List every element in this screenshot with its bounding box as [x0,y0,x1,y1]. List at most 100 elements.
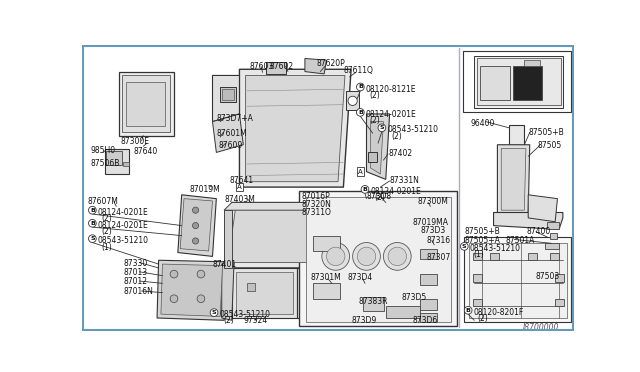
Text: 08543-51210: 08543-51210 [220,310,271,319]
Circle shape [88,206,96,214]
Circle shape [348,96,357,106]
Bar [312,235,340,251]
Bar [247,283,255,291]
Text: 87019M: 87019M [189,185,220,194]
Polygon shape [180,199,212,251]
Bar [490,253,499,260]
Circle shape [193,207,198,213]
Bar [299,191,456,326]
Text: 96400: 96400 [470,119,495,128]
Bar [555,299,564,307]
Text: A: A [358,169,363,175]
Polygon shape [220,87,236,102]
Bar [524,60,540,66]
Text: 87301M: 87301M [310,273,341,282]
Text: 87330: 87330 [124,259,148,268]
Bar [464,237,570,322]
Text: 87401: 87401 [212,260,237,269]
Polygon shape [305,58,326,74]
Text: 87505+A: 87505+A [464,235,500,245]
Circle shape [356,83,364,91]
Text: (2): (2) [477,314,488,323]
Text: B: B [90,208,95,213]
Polygon shape [122,76,170,132]
Polygon shape [371,122,383,174]
Text: 87640: 87640 [134,147,158,156]
Circle shape [388,247,406,266]
Text: (2): (2) [223,317,234,326]
Text: 87320N: 87320N [301,200,331,209]
Circle shape [322,243,349,270]
Text: 87603: 87603 [250,62,274,71]
Polygon shape [157,260,227,320]
Text: 87012: 87012 [124,277,148,286]
Circle shape [88,235,96,243]
Text: 87609: 87609 [219,141,243,150]
Text: 87620P: 87620P [316,58,345,67]
Text: 87307: 87307 [427,253,451,262]
Text: 87501A: 87501A [505,235,534,245]
Bar [545,243,559,250]
Circle shape [170,270,178,278]
Bar [420,299,437,310]
Circle shape [361,186,369,193]
Text: 87016P: 87016P [301,192,330,202]
Text: (2): (2) [369,116,380,125]
Text: B: B [466,308,470,313]
Text: 08120-8201F: 08120-8201F [474,308,524,317]
Text: 87611Q: 87611Q [344,66,373,75]
Polygon shape [346,91,359,110]
Text: 87503: 87503 [536,272,560,281]
Text: 08543-51210: 08543-51210 [98,236,148,246]
Polygon shape [501,148,526,210]
Bar [481,66,509,100]
Bar [236,272,293,314]
Polygon shape [105,148,129,174]
Circle shape [193,238,198,244]
Bar [386,307,420,318]
Text: 87505: 87505 [538,141,562,150]
Text: 87506B: 87506B [91,158,120,168]
Bar [420,249,437,260]
Bar [106,151,122,165]
Text: (1): (1) [102,243,113,251]
Text: 87641: 87641 [230,176,253,185]
Bar [550,233,557,240]
Text: B: B [358,110,363,115]
Polygon shape [509,125,524,145]
Text: 87400: 87400 [527,227,551,236]
Circle shape [197,270,205,278]
Text: 87331N: 87331N [390,176,419,185]
Text: 87311O: 87311O [301,208,331,217]
Text: 873D6: 873D6 [413,316,438,325]
Text: 97324: 97324 [243,316,268,325]
Circle shape [197,295,205,302]
Polygon shape [239,69,351,187]
Text: B: B [90,221,95,226]
Text: 87300M: 87300M [417,197,448,206]
Circle shape [193,222,198,229]
Polygon shape [246,76,345,182]
Text: 08543-51210: 08543-51210 [387,125,438,135]
Polygon shape [224,202,420,210]
Text: J8700000: J8700000 [522,323,559,332]
Text: 87505+B: 87505+B [464,227,500,236]
Text: 873D9: 873D9 [351,316,376,325]
Bar [473,274,482,282]
Text: B: B [358,84,363,90]
Polygon shape [161,264,223,317]
Circle shape [357,247,376,266]
Circle shape [210,309,218,317]
Bar [555,274,564,282]
Bar [368,153,378,162]
Circle shape [170,295,178,302]
Polygon shape [221,262,234,320]
Text: B: B [362,187,367,192]
Polygon shape [212,114,243,153]
Text: 873D8: 873D8 [367,192,392,202]
Polygon shape [493,212,563,230]
Text: 87403M: 87403M [224,195,255,204]
Polygon shape [212,76,239,122]
Text: 08124-0201E: 08124-0201E [98,221,148,230]
Bar [547,222,559,230]
